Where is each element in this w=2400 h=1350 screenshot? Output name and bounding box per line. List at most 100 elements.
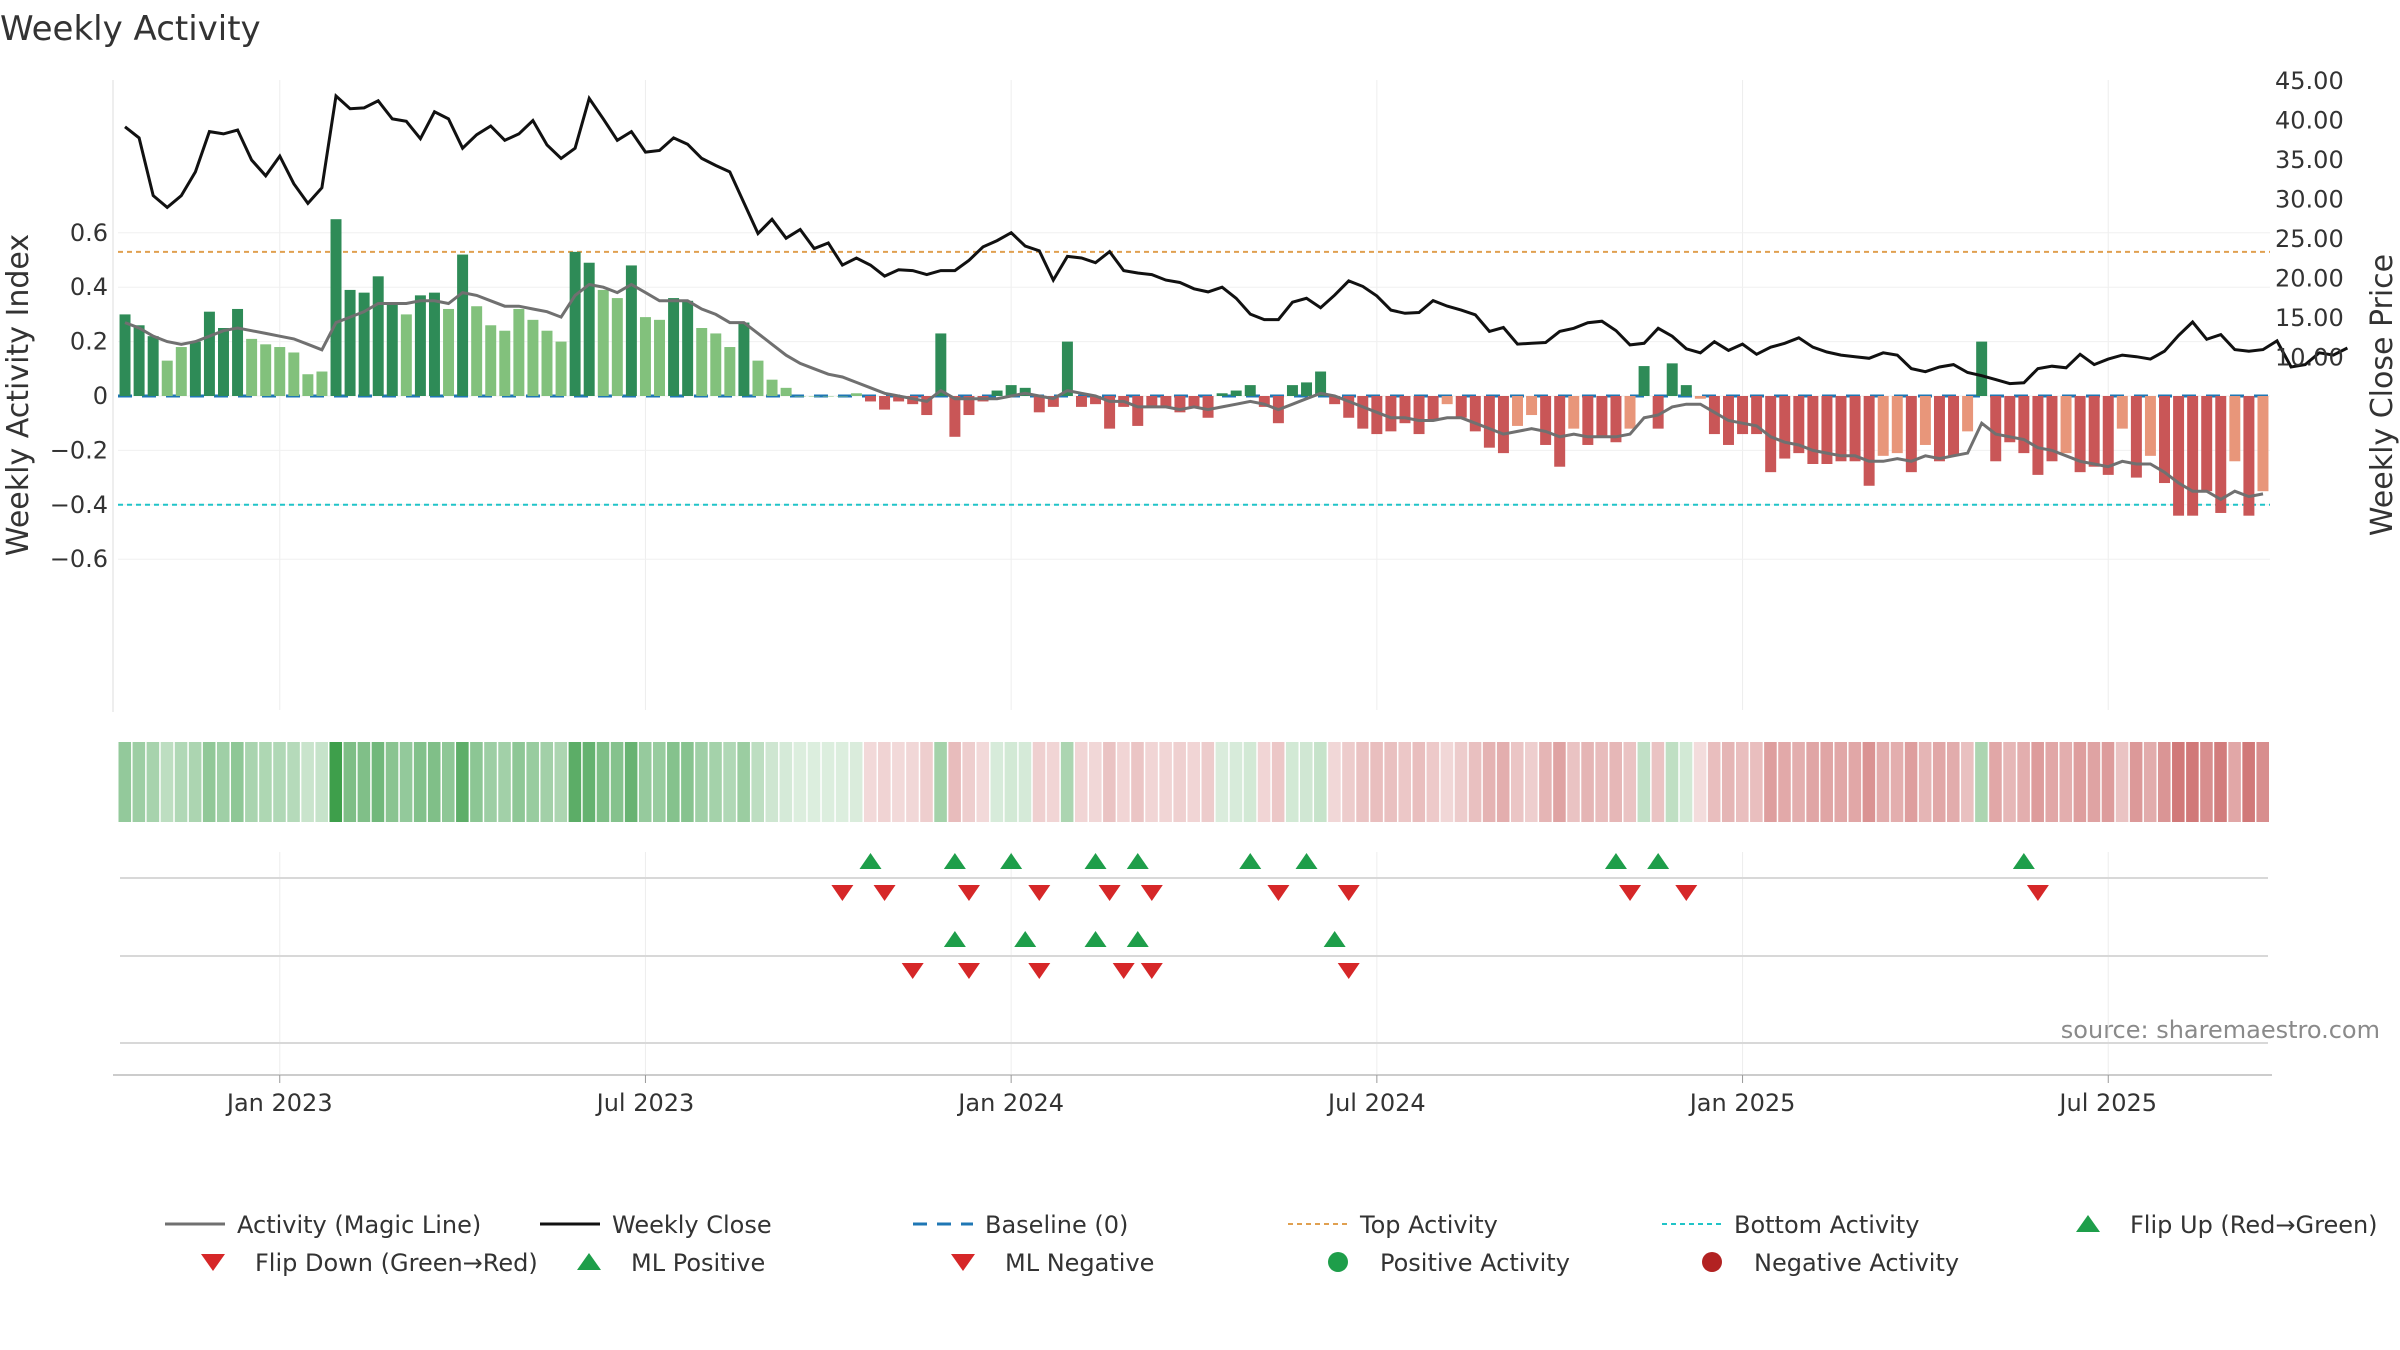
activity-bar (2032, 396, 2044, 475)
flip-down-marker (1675, 885, 1698, 901)
heat-cell (2129, 742, 2143, 822)
heat-cell (188, 742, 202, 822)
heat-cell (1707, 742, 1721, 822)
flip-down-marker (957, 885, 980, 901)
activity-bar (1399, 396, 1411, 424)
x-axis: Jan 2023 Jul 2023 Jan 2024 Jul 2024 Jan 2025… (113, 1074, 2272, 1117)
heat-cell (1482, 742, 1496, 822)
heat-cell (1257, 742, 1271, 822)
heat-cell (1693, 742, 1707, 822)
heat-cell (315, 742, 328, 822)
heat-cell (807, 742, 821, 822)
activity-bar (2243, 396, 2255, 516)
heat-cell (1426, 742, 1440, 822)
heat-cell (526, 742, 539, 822)
flip-down-marker (831, 885, 854, 901)
reference-lines (118, 250, 2270, 506)
activity-bar (133, 325, 145, 396)
activity-bar (1680, 385, 1692, 396)
heat-cell (906, 742, 919, 822)
x-tick-label: Jul 2024 (1326, 1089, 1426, 1117)
x-tick-label: Jan 2024 (956, 1089, 1064, 1117)
heat-cell (1384, 742, 1397, 822)
activity-bar (1329, 396, 1341, 405)
activity-bar (794, 396, 806, 397)
flip-up-marker (1126, 853, 1149, 869)
activity-bar (1483, 396, 1495, 448)
heat-cell (610, 742, 624, 822)
heat-cell (1539, 742, 1552, 822)
y2-tick-label: 45.00 (2275, 67, 2344, 95)
activity-bar (428, 292, 440, 396)
activity-bar (1132, 396, 1144, 426)
activity-bar (232, 308, 244, 396)
y-tick-label: −0.6 (50, 545, 108, 573)
ml-negative-marker (901, 963, 924, 979)
activity-bar (1708, 396, 1720, 435)
activity-bar (1090, 396, 1102, 405)
heat-cell (132, 742, 146, 822)
activity-bar (1455, 396, 1467, 418)
activity-bar (2074, 396, 2086, 473)
heat-cell (2186, 742, 2199, 822)
x-tick-label: Jul 2023 (595, 1089, 695, 1117)
legend-negative-dot (1702, 1252, 1722, 1272)
activity-bar (1962, 396, 1974, 432)
y2-axis-label: Weekly Close Price (2365, 254, 2400, 536)
heat-cell (1961, 742, 1974, 822)
legend-up-triangle (577, 1253, 601, 1270)
heat-cell (821, 742, 835, 822)
heat-cell (273, 742, 286, 822)
heat-cell (1229, 742, 1243, 822)
heat-cell (2087, 742, 2101, 822)
heat-cell (1398, 742, 1412, 822)
heat-cell (1862, 742, 1876, 822)
heat-cell (849, 742, 863, 822)
activity-bar (1666, 363, 1678, 396)
heat-cell (2228, 742, 2241, 822)
heat-cell (1946, 742, 1960, 822)
y2-axis-ticks: 45.00 40.00 35.00 30.00 25.00 20.00 15.00 10.00 (2275, 67, 2344, 372)
activity-bar (485, 325, 497, 396)
activity-bar (1948, 396, 1960, 456)
activity-bar (1976, 341, 1988, 396)
heat-cell (1525, 742, 1538, 822)
heat-cell (1032, 742, 1046, 822)
y-tick-label: 0 (93, 382, 108, 410)
heat-cell (568, 742, 582, 822)
activity-bar (879, 396, 891, 410)
y-tick-label: 0.4 (70, 273, 108, 301)
heat-cell (638, 742, 652, 822)
activity-bar (119, 314, 131, 396)
flip-down-marker (873, 885, 896, 901)
activity-bar (2229, 396, 2241, 462)
y2-tick-label: 35.00 (2275, 146, 2344, 174)
y2-tick-label: 20.00 (2275, 265, 2344, 293)
heat-cell (118, 742, 132, 822)
heat-cell (399, 742, 413, 822)
activity-bar (597, 289, 609, 396)
ml-negative-marker (1028, 963, 1051, 979)
heat-cell (512, 742, 525, 822)
legend-up-triangle (2076, 1215, 2100, 1232)
y2-tick-label: 15.00 (2275, 304, 2344, 332)
activity-bar (1413, 396, 1425, 435)
heat-cell (596, 742, 610, 822)
heat-cell (1721, 742, 1735, 822)
activity-bar (1554, 396, 1566, 467)
activity-bar (2187, 396, 2199, 516)
heat-cell (301, 742, 314, 822)
activity-bar (1877, 396, 1889, 456)
heat-cell (1496, 742, 1510, 822)
activity-bar (1357, 396, 1369, 429)
activity-bar (274, 347, 286, 396)
activity-bar (710, 333, 722, 396)
activity-bar (766, 379, 778, 396)
activity-bar (316, 371, 328, 396)
heat-cell (1440, 742, 1454, 822)
heat-cell (667, 742, 680, 822)
activity-bar (1751, 396, 1763, 435)
activity-bar (1343, 396, 1355, 418)
activity-bar (1765, 396, 1777, 473)
y-axis-ticks: 0.6 0.4 0.2 0 −0.2 −0.4 −0.6 (50, 219, 108, 573)
